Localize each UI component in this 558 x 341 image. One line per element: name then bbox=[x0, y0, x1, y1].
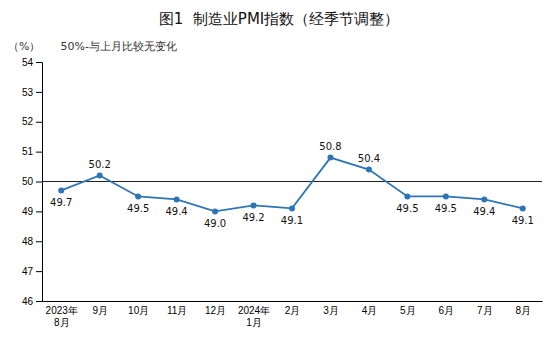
x-tick-label: 9月 bbox=[92, 305, 108, 316]
y-tick-mark bbox=[36, 301, 42, 302]
point bbox=[443, 193, 449, 199]
x-tick-label: 7月 bbox=[477, 305, 493, 316]
x-tick: 5月 bbox=[400, 301, 416, 316]
chart-svg: 图1 制造业PMI指数（经季节调整）（%）50%-与上月比较无变化4647484… bbox=[0, 0, 558, 341]
x-tick: 6月 bbox=[439, 301, 455, 316]
point bbox=[212, 208, 218, 214]
x-tick: 9月 bbox=[92, 301, 108, 316]
data-label: 50.2 bbox=[89, 159, 111, 170]
x-tick: 2月 bbox=[285, 301, 301, 316]
data-label: 49.2 bbox=[242, 212, 264, 223]
x-tick-label: 2024年1月 bbox=[238, 305, 270, 328]
data-label: 50.8 bbox=[319, 141, 341, 152]
data-label: 49.5 bbox=[396, 203, 418, 214]
y-tick-mark bbox=[36, 122, 42, 123]
point bbox=[404, 193, 410, 199]
x-tick-label: 8月 bbox=[515, 305, 531, 316]
y-tick: 53 bbox=[22, 87, 42, 98]
x-tick-label: 4月 bbox=[362, 305, 378, 316]
point bbox=[481, 196, 487, 202]
y-tick: 47 bbox=[22, 266, 42, 277]
reference-line bbox=[42, 181, 542, 182]
y-tick-label: 47 bbox=[22, 266, 34, 277]
data-label: 49.5 bbox=[435, 203, 457, 214]
x-tick: 10月 bbox=[128, 301, 149, 316]
y-tick: 50 bbox=[22, 176, 42, 187]
y-tick-label: 48 bbox=[22, 236, 34, 247]
data-label: 49.4 bbox=[473, 206, 495, 217]
x-tick-label: 11月 bbox=[167, 305, 187, 316]
y-tick-mark bbox=[36, 271, 42, 272]
x-tick-label: 12月 bbox=[205, 305, 226, 316]
y-tick-label: 51 bbox=[22, 146, 34, 157]
data-label: 49.5 bbox=[127, 203, 149, 214]
point bbox=[251, 202, 257, 208]
y-tick: 49 bbox=[22, 206, 42, 217]
x-tick-label: 6月 bbox=[439, 305, 455, 316]
x-tick: 2024年1月 bbox=[238, 301, 270, 328]
data-label: 49.1 bbox=[512, 215, 534, 226]
point bbox=[366, 167, 372, 173]
y-tick-mark bbox=[36, 152, 42, 153]
x-tick: 3月 bbox=[323, 301, 339, 316]
data-label: 50.4 bbox=[358, 153, 380, 164]
x-tick-label: 2023年8月 bbox=[46, 305, 78, 328]
y-tick: 51 bbox=[22, 146, 42, 157]
x-tick: 2023年8月 bbox=[46, 301, 78, 328]
plot: 46 47 48 49 50 51 52 53 54 2023年8月 9月 10月 11月 12月 2024… bbox=[22, 57, 543, 328]
y-tick: 48 bbox=[22, 236, 42, 247]
y-axis: 46 47 48 49 50 51 52 53 54 bbox=[22, 57, 43, 307]
point bbox=[97, 173, 103, 179]
y-tick-label: 54 bbox=[22, 57, 34, 68]
x-tick-label: 5月 bbox=[400, 305, 416, 316]
x-tick: 4月 bbox=[362, 301, 378, 316]
point bbox=[174, 196, 180, 202]
annotation: 50%-与上月比较无变化 bbox=[60, 40, 176, 53]
x-tick: 8月 bbox=[515, 301, 531, 316]
x-tick-label: 10月 bbox=[128, 305, 149, 316]
point bbox=[327, 155, 333, 161]
x-axis-line bbox=[43, 301, 543, 302]
x-tick-label: 3月 bbox=[323, 305, 339, 316]
x-tick: 12月 bbox=[205, 301, 226, 316]
x-tick: 11月 bbox=[167, 301, 187, 316]
data-label: 49.0 bbox=[204, 218, 226, 229]
marks bbox=[42, 155, 542, 215]
y-tick: 52 bbox=[22, 116, 42, 127]
data-label: 49.4 bbox=[165, 206, 187, 217]
y-tick-label: 50 bbox=[22, 176, 34, 187]
y-tick-label: 49 bbox=[22, 206, 34, 217]
y-tick: 46 bbox=[22, 296, 42, 307]
x-axis: 2023年8月 9月 10月 11月 12月 2024年1月 2月 3月 4月 5月 6月 7月 8月 bbox=[43, 301, 543, 328]
chart-container: 图1 制造业PMI指数（经季节调整）（%）50%-与上月比较无变化4647484… bbox=[0, 0, 558, 341]
y-tick: 54 bbox=[22, 57, 42, 68]
y-tick-mark bbox=[36, 92, 42, 93]
y-tick-label: 53 bbox=[22, 87, 34, 98]
y-tick-mark bbox=[36, 62, 42, 63]
point bbox=[58, 187, 64, 193]
y-tick-label: 46 bbox=[22, 296, 34, 307]
y-tick-mark bbox=[36, 241, 42, 242]
y-axis-line bbox=[36, 63, 43, 302]
data-labels: 49.7 50.2 49.5 49.4 49.0 49.2 49.1 50.8 50.4 49.5… bbox=[50, 141, 534, 230]
title: 图1 制造业PMI指数（经季节调整） bbox=[159, 10, 400, 28]
y-tick-mark bbox=[36, 182, 42, 183]
point bbox=[289, 205, 295, 211]
x-tick: 7月 bbox=[477, 301, 493, 316]
y-tick-label: 52 bbox=[22, 116, 34, 127]
x-tick-label: 2月 bbox=[285, 305, 301, 316]
data-label: 49.1 bbox=[281, 215, 303, 226]
point bbox=[520, 205, 526, 211]
y-tick-mark bbox=[36, 211, 42, 212]
point bbox=[135, 193, 141, 199]
data-label: 49.7 bbox=[50, 197, 72, 208]
y-axis-label: （%） bbox=[8, 40, 40, 53]
